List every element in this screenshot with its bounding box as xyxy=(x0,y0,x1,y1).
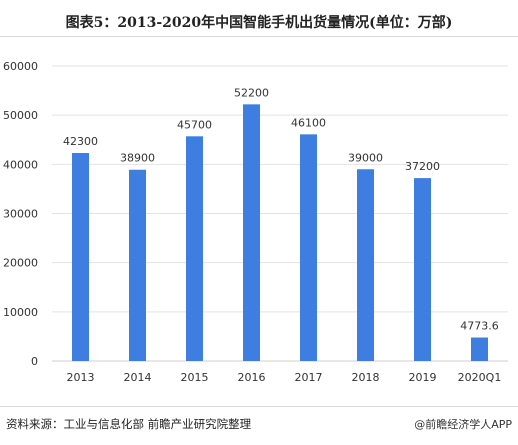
bar xyxy=(129,169,146,361)
brand-footer: @前瞻经济学人APP xyxy=(414,418,512,431)
bar xyxy=(72,153,89,361)
y-axis-tick-labels: 0 10000 20000 30000 40000 50000 60000 xyxy=(3,60,38,368)
bar-value-label: 42300 xyxy=(63,135,98,148)
bar-value-label: 37200 xyxy=(405,160,440,173)
bar xyxy=(357,169,374,361)
x-tick-label: 2017 xyxy=(295,371,323,384)
title-divider xyxy=(0,36,518,37)
bar xyxy=(300,134,317,361)
x-tick-label: 2015 xyxy=(181,371,209,384)
bar xyxy=(243,104,260,361)
x-tick-label: 2016 xyxy=(238,371,266,384)
bar xyxy=(471,337,488,361)
bar-value-label: 45700 xyxy=(177,118,212,131)
bar-value-label: 39000 xyxy=(348,151,383,164)
bar xyxy=(186,136,203,361)
y-tick-label: 20000 xyxy=(3,257,38,270)
bar-value-label: 46100 xyxy=(291,116,326,129)
x-axis-tick-labels: 2013 2014 2015 2016 2017 2018 2019 2020Q1 xyxy=(67,371,502,384)
bar-value-label: 38900 xyxy=(120,152,155,165)
bar-value-label: 4773.6 xyxy=(460,320,499,333)
x-tick-label: 2020Q1 xyxy=(458,371,502,384)
y-tick-label: 40000 xyxy=(3,158,38,171)
y-tick-label: 30000 xyxy=(3,208,38,221)
bars xyxy=(72,104,488,361)
bar xyxy=(414,178,431,361)
bar-value-labels: 42300 38900 45700 52200 46100 39000 37200 4773.… xyxy=(63,86,499,332)
chart-title: 图表5：2013-2020年中国智能手机出货量情况(单位：万部) xyxy=(65,15,453,31)
y-tick-label: 0 xyxy=(31,355,38,368)
y-tick-label: 60000 xyxy=(3,60,38,73)
gridlines xyxy=(52,65,508,362)
footer-divider xyxy=(0,406,518,407)
x-tick-label: 2014 xyxy=(124,371,152,384)
y-tick-label: 50000 xyxy=(3,109,38,122)
bar-chart: 0 10000 20000 30000 40000 50000 60000 42300 389… xyxy=(3,60,508,384)
x-tick-label: 2019 xyxy=(409,371,437,384)
source-note: 资料来源：工业与信息化部 前瞻产业研究院整理 xyxy=(6,417,252,431)
y-tick-label: 10000 xyxy=(3,306,38,319)
bar-value-label: 52200 xyxy=(234,86,269,99)
x-tick-label: 2018 xyxy=(352,371,380,384)
x-tick-label: 2013 xyxy=(67,371,95,384)
